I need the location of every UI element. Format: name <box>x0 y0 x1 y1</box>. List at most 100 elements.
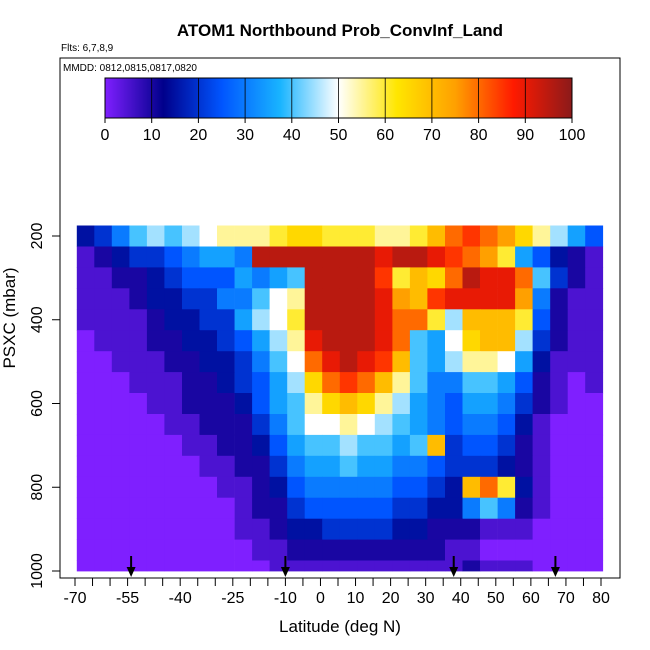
heatmap-cell <box>480 393 498 415</box>
heatmap-cell <box>427 497 446 519</box>
heatmap-cell <box>146 267 165 289</box>
heatmap-cell <box>392 309 411 331</box>
heatmap-cell <box>94 414 113 436</box>
heatmap-cell <box>550 497 569 519</box>
heatmap-cell <box>515 414 533 436</box>
heatmap-cell <box>76 309 95 331</box>
heatmap-cell <box>480 414 498 436</box>
x-tick-label: 70 <box>557 590 575 607</box>
heatmap-cell <box>585 330 604 352</box>
heatmap-cell <box>427 246 446 268</box>
heatmap-cell <box>164 246 183 268</box>
heatmap-cell <box>392 476 411 499</box>
heatmap-cell <box>146 455 165 478</box>
heatmap-cell <box>76 476 95 499</box>
heatmap-cell <box>199 476 218 499</box>
heatmap-cell <box>357 414 376 436</box>
heatmap-cell <box>462 476 481 499</box>
heatmap-cell <box>199 351 218 373</box>
heatmap-cell <box>515 434 533 457</box>
heatmap-cell <box>182 246 200 268</box>
heatmap-cell <box>182 393 200 415</box>
heatmap-cell <box>339 288 358 310</box>
heatmap-cell <box>164 560 183 572</box>
heatmap-cell <box>427 372 446 394</box>
heatmap-cell <box>409 351 428 373</box>
heatmap-cell <box>129 393 148 415</box>
heatmap-cell <box>567 414 586 436</box>
heatmap-cell <box>339 414 358 436</box>
heatmap-cell <box>217 476 235 499</box>
heatmap-cell <box>94 455 113 478</box>
heatmap-cell <box>462 372 481 394</box>
x-tick-label: -25 <box>221 590 244 607</box>
heatmap-cell <box>164 455 183 478</box>
heatmap-cell <box>269 497 288 519</box>
heatmap-cell <box>567 518 586 540</box>
heatmap-cell <box>567 476 586 499</box>
heatmap-cell <box>374 288 393 310</box>
heatmap-cell <box>129 351 148 373</box>
x-tick-label: 80 <box>592 590 610 607</box>
heatmap-cell <box>532 497 551 519</box>
heatmap-cell <box>427 518 446 540</box>
heatmap-cell <box>269 309 288 331</box>
heatmap-cell <box>585 246 604 268</box>
heatmap-cell <box>445 351 463 373</box>
heatmap-cell <box>585 539 604 561</box>
heatmap-cell <box>427 455 446 478</box>
heatmap-cell <box>480 225 498 247</box>
heatmap-cell <box>94 434 113 457</box>
heatmap-cell <box>550 455 569 478</box>
heatmap-cell <box>532 560 551 572</box>
heatmap-cell <box>111 393 130 415</box>
heatmap-cell <box>287 497 306 519</box>
heatmap-cell <box>445 434 463 457</box>
heatmap-cell <box>462 267 481 289</box>
heatmap-cell <box>94 246 113 268</box>
heatmap-cell <box>304 455 323 478</box>
heatmap-cell <box>269 225 288 247</box>
heatmap-cell <box>462 225 481 247</box>
heatmap-cell <box>480 434 498 457</box>
heatmap-cell <box>427 560 446 572</box>
heatmap-cell <box>269 351 288 373</box>
heatmap-cell <box>357 225 376 247</box>
heatmap-cell <box>304 288 323 310</box>
heatmap-cell <box>585 497 604 519</box>
heatmap-cell <box>129 267 148 289</box>
heatmap-cell <box>76 414 95 436</box>
heatmap-cell <box>164 414 183 436</box>
heatmap-cell <box>146 351 165 373</box>
heatmap-cell <box>164 267 183 289</box>
heatmap-cell <box>269 476 288 499</box>
heatmap-cell <box>497 351 516 373</box>
y-axis-label: PSXC (mbar) <box>0 267 19 368</box>
heatmap-cell <box>182 497 200 519</box>
heatmap-cell <box>357 393 376 415</box>
heatmap-cell <box>409 372 428 394</box>
heatmap-cell <box>357 455 376 478</box>
heatmap-cell <box>392 225 411 247</box>
heatmap-cell <box>182 330 200 352</box>
heatmap-cell <box>199 518 218 540</box>
colorbar-tick-label: 80 <box>470 127 488 144</box>
heatmap-cell <box>234 351 253 373</box>
heatmap-cell <box>532 539 551 561</box>
heatmap-cell <box>182 476 200 499</box>
heatmap-cell <box>497 393 516 415</box>
heatmap-cell <box>199 309 218 331</box>
heatmap-cell <box>497 414 516 436</box>
heatmap-cell <box>409 309 428 331</box>
x-tick-label: -40 <box>169 590 192 607</box>
heatmap-cell <box>515 309 533 331</box>
heatmap-cell <box>269 434 288 457</box>
heatmap-cell <box>199 330 218 352</box>
heatmap-cell <box>515 455 533 478</box>
heatmap-cell <box>252 414 270 436</box>
heatmap-cell <box>129 225 148 247</box>
heatmap-cell <box>129 434 148 457</box>
heatmap-cell <box>462 434 481 457</box>
heatmap-cell <box>515 267 533 289</box>
heatmap-cell <box>532 434 551 457</box>
